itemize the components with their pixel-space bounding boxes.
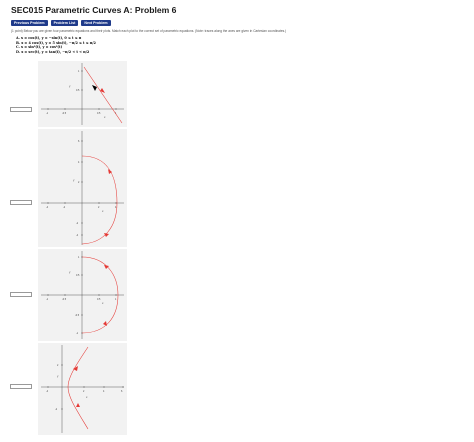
x-axis-label: x xyxy=(102,209,104,213)
equation-c: C. x = sin²(t), y = cos²(t) xyxy=(16,45,63,50)
tick-label: -0.5 xyxy=(62,298,67,301)
tick-label: -2 xyxy=(63,206,66,209)
tick-label: 2 xyxy=(78,181,80,184)
tick-label: 1 xyxy=(78,256,80,259)
plot-1: -1 -0.5 0.5 1 1 0.5 x y xyxy=(38,61,127,127)
tick-label: -1 xyxy=(76,332,79,335)
tick-label: 2 xyxy=(83,390,85,393)
plot-2: -4 -2 2 4 6 4 2 -2 -4 x y xyxy=(38,129,127,247)
tick-label: -4 xyxy=(46,390,49,393)
tick-label: 0.5 xyxy=(76,89,80,92)
answer-input-1[interactable] xyxy=(10,107,32,112)
x-axis-label: x xyxy=(86,395,88,399)
tick-label: -4 xyxy=(46,206,49,209)
tick-label: 1 xyxy=(115,112,117,115)
tick-label: 2 xyxy=(57,364,59,367)
previous-problem-button[interactable]: Previous Problem xyxy=(11,20,48,27)
y-axis-label: y xyxy=(73,178,75,182)
tick-label: 0.5 xyxy=(76,274,80,277)
y-axis-label: y xyxy=(69,84,71,88)
tick-label: 0.5 xyxy=(97,298,101,301)
page-title: SEC015 Parametric Curves A: Problem 6 xyxy=(11,5,177,15)
next-problem-button[interactable]: Next Problem xyxy=(81,20,111,27)
equation-a: A. x = cos(t), y = −sin(t), 0 ≤ t ≤ π xyxy=(16,36,82,40)
problem-list-button[interactable]: Problem List xyxy=(50,20,79,27)
tick-label: -1 xyxy=(46,298,49,301)
x-axis-label: x xyxy=(102,301,104,305)
answer-input-4[interactable] xyxy=(10,384,32,389)
y-axis-label: y xyxy=(57,374,59,378)
plot-3: -1 -0.5 0.5 1 1 0.5 -0.5 -1 x y xyxy=(38,249,127,341)
tick-label: 6 xyxy=(121,390,123,393)
problem-navigation: Previous Problem Problem List Next Probl… xyxy=(11,20,111,27)
equation-list: A. x = cos(t), y = −sin(t), 0 ≤ t ≤ π B.… xyxy=(16,36,96,54)
equation-b: B. x = 4 cos(t), y = 5 sin(t), −π/2 ≤ t … xyxy=(16,40,96,45)
tick-label: -4 xyxy=(76,234,79,237)
tick-label: 0.5 xyxy=(97,112,101,115)
tick-label: 6 xyxy=(78,140,80,143)
x-axis-label: x xyxy=(104,115,106,119)
tick-label: 4 xyxy=(78,161,80,164)
plot-4: -4 2 4 6 2 -2 x y xyxy=(38,343,127,435)
problem-instructions: (1 point) Below you are given four param… xyxy=(11,29,287,33)
tick-label: 1 xyxy=(115,298,117,301)
tick-label: -1 xyxy=(46,112,49,115)
answer-input-2[interactable] xyxy=(10,200,32,205)
answer-input-3[interactable] xyxy=(10,292,32,297)
tick-label: -0.5 xyxy=(62,112,67,115)
tick-label: 4 xyxy=(115,206,117,209)
tick-label: 2 xyxy=(98,206,100,209)
equation-d: D. x = sec(t), y = tan(t), −π/2 < t < π/… xyxy=(16,49,90,54)
tick-label: -2 xyxy=(55,408,58,411)
tick-label: -0.5 xyxy=(75,314,80,317)
tick-label: 4 xyxy=(103,390,105,393)
tick-label: -2 xyxy=(76,222,79,225)
y-axis-label: y xyxy=(69,270,71,274)
tick-label: 1 xyxy=(78,70,80,73)
